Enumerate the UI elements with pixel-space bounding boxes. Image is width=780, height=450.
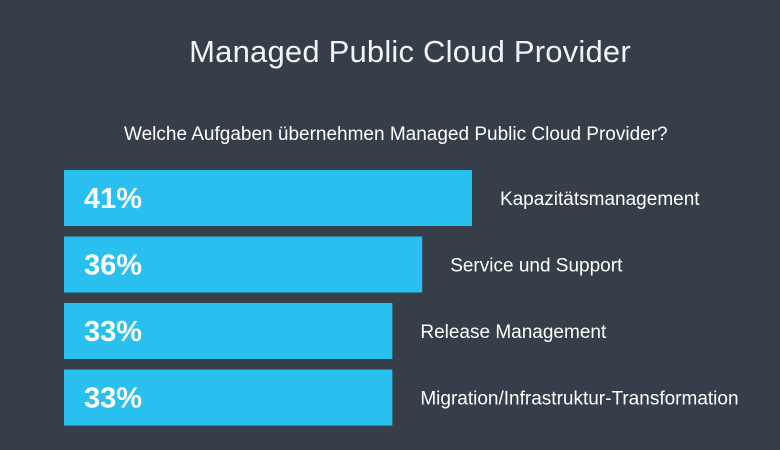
bar-value-label-4: 33% [84,383,142,415]
bar-value-label-1: 41% [84,183,142,215]
chart-title: Managed Public Cloud Provider [189,34,631,69]
category-label-4: Migration/Infrastruktur-Transformation [420,389,738,410]
bar-1 [64,170,472,226]
bar-2 [64,236,423,293]
category-label-1: Kapazitätsmanagement [500,189,700,210]
category-label-3: Release Management [420,322,607,343]
bar-4 [64,369,393,426]
category-label-2: Service und Support [450,256,623,277]
bar-value-label-2: 36% [84,250,142,282]
chart-subtitle: Welche Aufgaben übernehmen Managed Publi… [124,124,668,145]
bar-3 [64,303,393,359]
bar-value-label-3: 33% [84,316,142,348]
